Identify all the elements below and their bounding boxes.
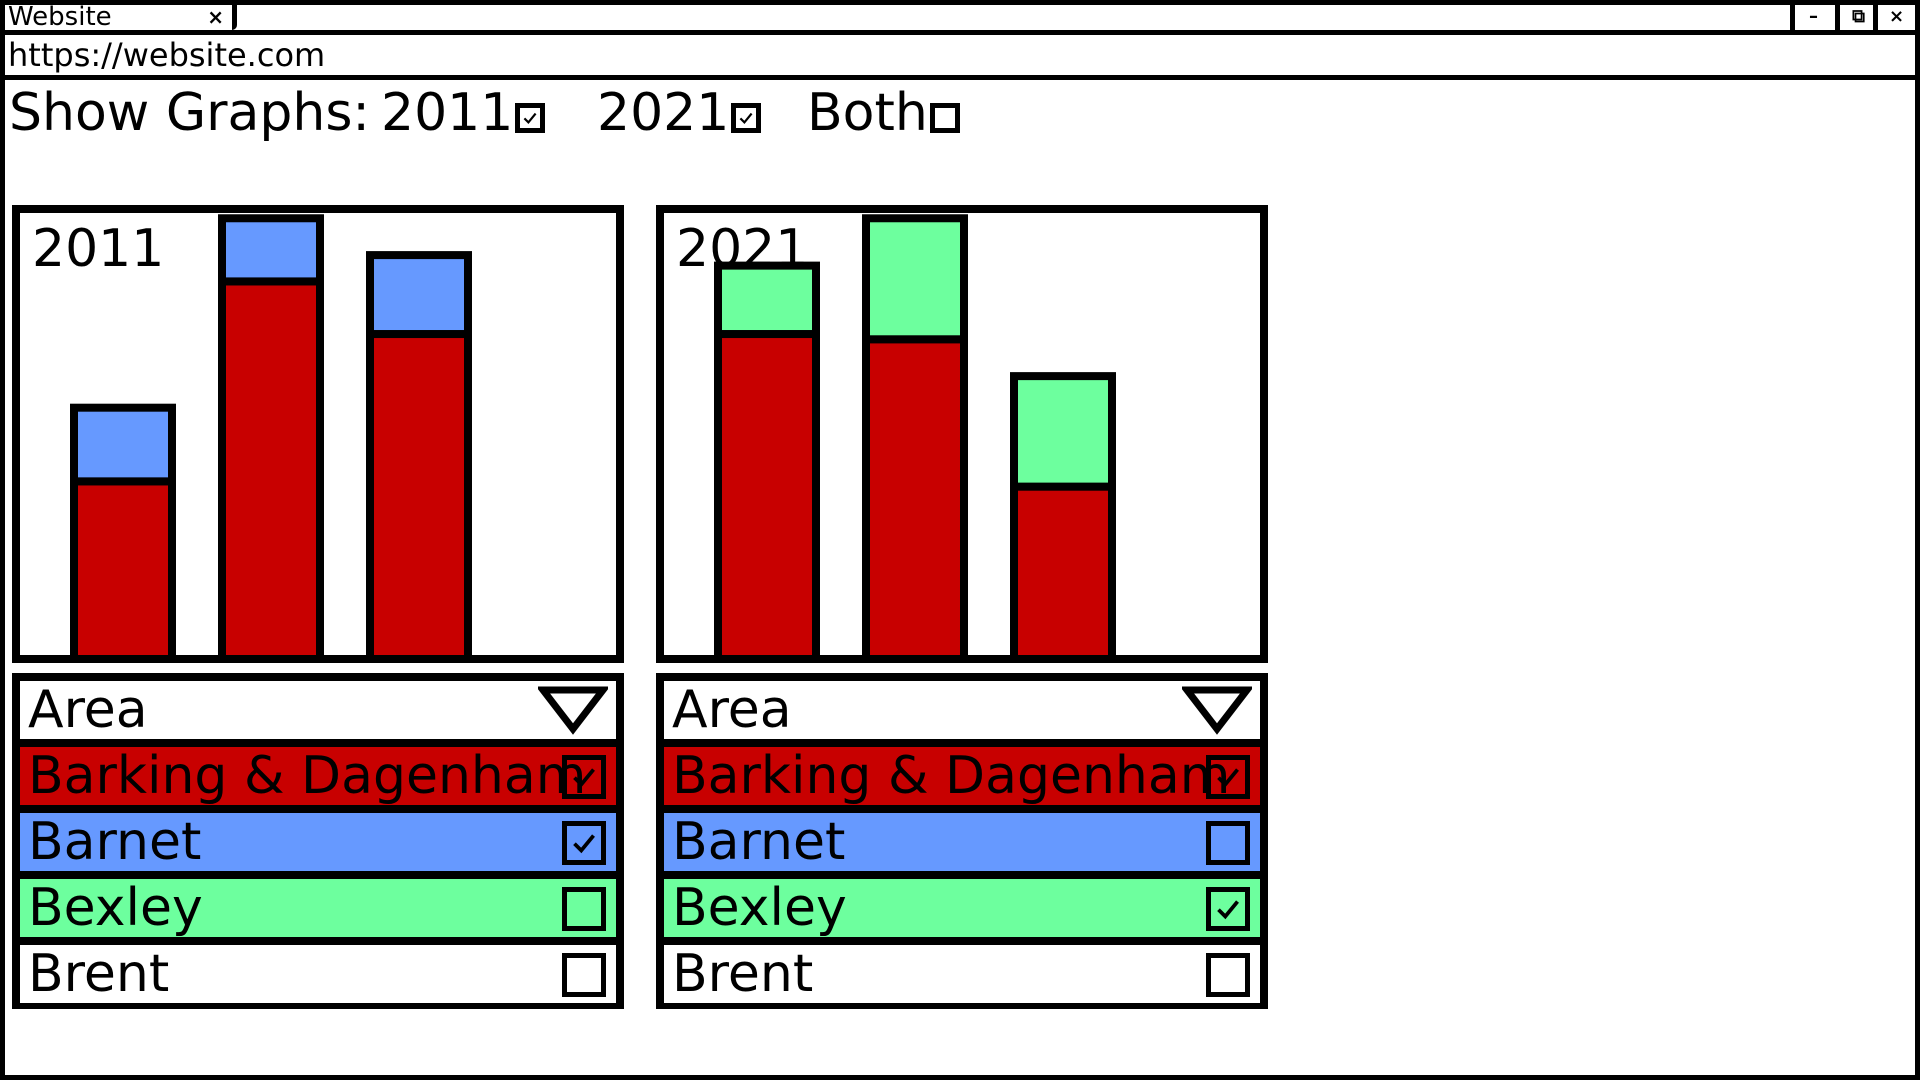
option-label: 2021 — [597, 83, 730, 143]
bar-segment — [70, 403, 176, 486]
dropdown-label: Area — [28, 681, 148, 739]
bar-chart-2011 — [70, 214, 472, 655]
area-item-barnet[interactable]: Barnet — [664, 813, 1260, 871]
area-checkbox[interactable] — [1206, 755, 1250, 799]
chart-title: 2021 — [676, 219, 809, 279]
checkbox-2021[interactable] — [731, 103, 762, 133]
chart-title: 2011 — [32, 219, 165, 279]
area-checkbox[interactable] — [1206, 821, 1250, 865]
area-label: Barnet — [672, 813, 846, 871]
area-list-2011: Area Barking & Dagenham Barnet Bexley Br… — [12, 673, 624, 1009]
area-item-barking-dagenham[interactable]: Barking & Dagenham — [664, 747, 1260, 805]
option-both[interactable]: Both — [807, 83, 960, 143]
minimize-button[interactable]: – — [1790, 5, 1832, 30]
checkbox-2011[interactable] — [515, 103, 546, 133]
area-dropdown[interactable]: Area — [20, 681, 616, 739]
option-label: Both — [807, 83, 928, 143]
area-item-barnet[interactable]: Barnet — [20, 813, 616, 871]
area-label: Bexley — [672, 879, 847, 937]
area-label: Barking & Dagenham — [28, 747, 587, 805]
area-checkbox[interactable] — [562, 755, 606, 799]
option-2011[interactable]: 2011 — [381, 83, 546, 143]
area-label: Barnet — [28, 813, 202, 871]
chart-panel-2021: 2021 — [656, 205, 1268, 663]
tab-close-icon[interactable]: × — [207, 5, 224, 29]
option-2021[interactable]: 2021 — [597, 83, 762, 143]
area-item-brent[interactable]: Brent — [664, 945, 1260, 1003]
bar-chart-2021 — [714, 214, 1116, 655]
bar-segment — [1010, 372, 1116, 491]
tab-title: Website — [8, 2, 112, 32]
browser-tab[interactable]: Website × — [5, 2, 237, 32]
bar-segment — [714, 330, 820, 655]
area-checkbox[interactable] — [562, 821, 606, 865]
area-item-barking-dagenham[interactable]: Barking & Dagenham — [20, 747, 616, 805]
bar-segment — [366, 330, 472, 655]
area-label: Barking & Dagenham — [672, 747, 1231, 805]
dropdown-triangle-icon[interactable] — [1182, 685, 1252, 735]
dropdown-triangle-icon[interactable] — [538, 685, 608, 735]
checkmark-icon — [573, 834, 595, 854]
option-label: 2011 — [381, 83, 514, 143]
address-bar[interactable]: https://website.com — [5, 35, 1918, 80]
checkmark-icon — [739, 112, 753, 125]
area-item-bexley[interactable]: Bexley — [664, 879, 1260, 937]
url-text: https://website.com — [8, 36, 326, 74]
area-label: Bexley — [28, 879, 203, 937]
area-list-2021: Area Barking & Dagenham Barnet Bexley Br… — [656, 673, 1268, 1009]
bar-segment — [714, 261, 820, 339]
bar-segment — [1010, 482, 1116, 655]
bar-segment — [218, 277, 324, 655]
close-window-button[interactable]: × — [1873, 5, 1915, 30]
checkmark-icon — [573, 768, 595, 788]
dropdown-label: Area — [672, 681, 792, 739]
area-checkbox[interactable] — [1206, 887, 1250, 931]
checkmark-icon — [1217, 900, 1239, 920]
chart-panel-2011: 2011 — [12, 205, 624, 663]
area-checkbox[interactable] — [562, 887, 606, 931]
area-label: Brent — [28, 945, 170, 1003]
area-item-bexley[interactable]: Bexley — [20, 879, 616, 937]
checkmark-icon — [523, 112, 537, 125]
checkmark-icon — [1217, 768, 1239, 788]
area-checkbox[interactable] — [1206, 953, 1250, 997]
restore-button[interactable]: ⧉ — [1835, 5, 1877, 30]
checkbox-both[interactable] — [929, 103, 960, 133]
show-graphs-label: Show Graphs: — [9, 83, 370, 143]
title-bar: Website × – ⧉ × — [5, 2, 1915, 35]
area-item-brent[interactable]: Brent — [20, 945, 616, 1003]
bar-segment — [366, 251, 472, 339]
area-label: Brent — [672, 945, 814, 1003]
bar-segment — [862, 214, 968, 344]
bar-segment — [862, 335, 968, 655]
area-dropdown[interactable]: Area — [664, 681, 1260, 739]
bar-segment — [70, 477, 176, 655]
area-checkbox[interactable] — [562, 953, 606, 997]
bar-segment — [218, 214, 324, 286]
